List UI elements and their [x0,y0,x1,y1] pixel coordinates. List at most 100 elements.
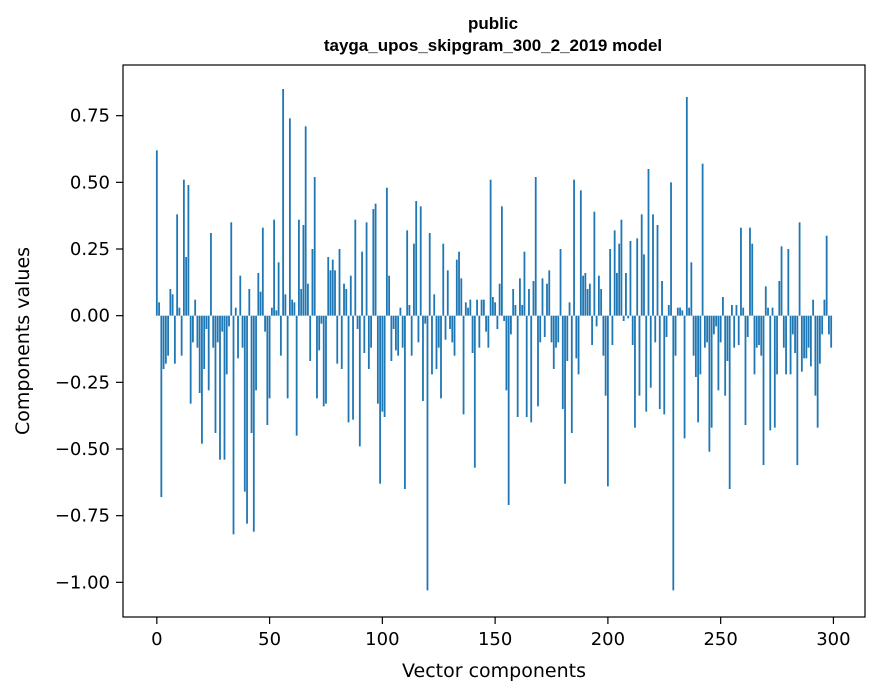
bar-232 [679,307,681,316]
bar-263 [749,227,751,316]
bar-18 [196,315,199,348]
bar-265 [753,315,756,375]
bar-32 [228,315,230,327]
bar-90 [358,315,361,447]
bar-127 [442,243,445,316]
bar-249 [717,315,720,391]
bar-160 [516,315,519,417]
bar-141 [473,315,476,468]
bar-58 [286,315,289,399]
bar-144 [480,299,483,316]
bar-63 [298,219,300,316]
bar-135 [460,278,463,316]
bar-276 [778,281,781,316]
bar-259 [740,227,742,316]
bar-15 [189,315,192,404]
bar-51 [270,307,273,316]
bar-125 [437,315,440,348]
y-tick-label: −0.75 [55,506,110,527]
bar-120 [426,315,429,591]
bar-77 [329,270,332,316]
y-axis-label: Components values [12,247,34,435]
bar-273 [771,307,774,316]
bar-271 [767,307,769,316]
bar-278 [782,315,785,348]
bar-1 [158,302,160,316]
bar-244 [706,315,709,343]
bar-163 [523,251,526,316]
bar-95 [370,315,372,348]
bar-200 [606,315,609,487]
bar-124 [435,315,438,369]
bar-189 [582,275,584,316]
bar-197 [600,289,603,316]
bar-114 [413,243,415,316]
bar-168 [534,177,537,316]
bar-166 [530,315,533,423]
x-tick-label: 300 [816,629,850,650]
bar-122 [431,315,433,375]
bar-227 [667,305,670,316]
bar-169 [537,315,539,407]
bar-60 [291,299,294,316]
bar-0 [155,150,158,316]
bar-275 [776,315,778,375]
bar-190 [584,273,587,316]
bar-30 [223,315,226,460]
y-tick-label: 0.25 [70,239,110,260]
bar-140 [471,315,474,353]
bar-252 [724,315,727,396]
bar-74 [322,315,325,407]
y-tick-label: −0.25 [55,372,110,393]
bar-4 [164,315,167,364]
bar-41 [248,289,251,316]
bar-143 [478,315,481,348]
bar-174 [548,270,551,316]
bar-182 [566,315,569,361]
bar-2 [160,315,163,497]
bar-123 [433,294,436,316]
bar-176 [552,315,555,369]
bar-22 [205,315,208,329]
bar-137 [464,302,467,316]
bar-245 [708,315,711,452]
bar-150 [494,302,497,316]
bar-89 [356,315,359,329]
bar-179 [559,249,562,316]
bar-38 [241,315,244,348]
y-tick-label: 0.00 [70,306,110,327]
bar-211 [631,315,634,345]
bar-97 [374,203,377,316]
bar-155 [505,315,508,391]
bar-146 [485,315,487,332]
y-tick-label: −1.00 [55,572,110,593]
bar-156 [507,315,510,505]
bar-153 [500,206,503,316]
bar-78 [331,259,334,316]
plot-frame [122,64,866,618]
bar-240 [697,315,699,423]
bar-235 [685,97,688,316]
bar-109 [401,315,404,348]
bar-72 [318,315,321,351]
bar-145 [482,299,485,316]
bar-21 [203,315,206,369]
bar-184 [570,315,573,433]
bar-221 [654,315,657,343]
y-tick-label: 0.75 [70,106,110,127]
bar-24 [210,233,212,316]
bar-11 [180,315,183,356]
bar-293 [816,315,819,428]
bar-55 [279,315,282,356]
bar-217 [645,315,648,412]
bar-33 [230,222,233,316]
bar-85 [347,315,350,423]
bar-202 [611,315,614,345]
bar-46 [259,291,262,316]
bar-226 [665,315,668,337]
bar-230 [674,315,677,356]
bar-212 [634,315,636,428]
bar-201 [609,249,612,316]
bar-50 [268,315,271,399]
bar-96 [372,209,375,316]
